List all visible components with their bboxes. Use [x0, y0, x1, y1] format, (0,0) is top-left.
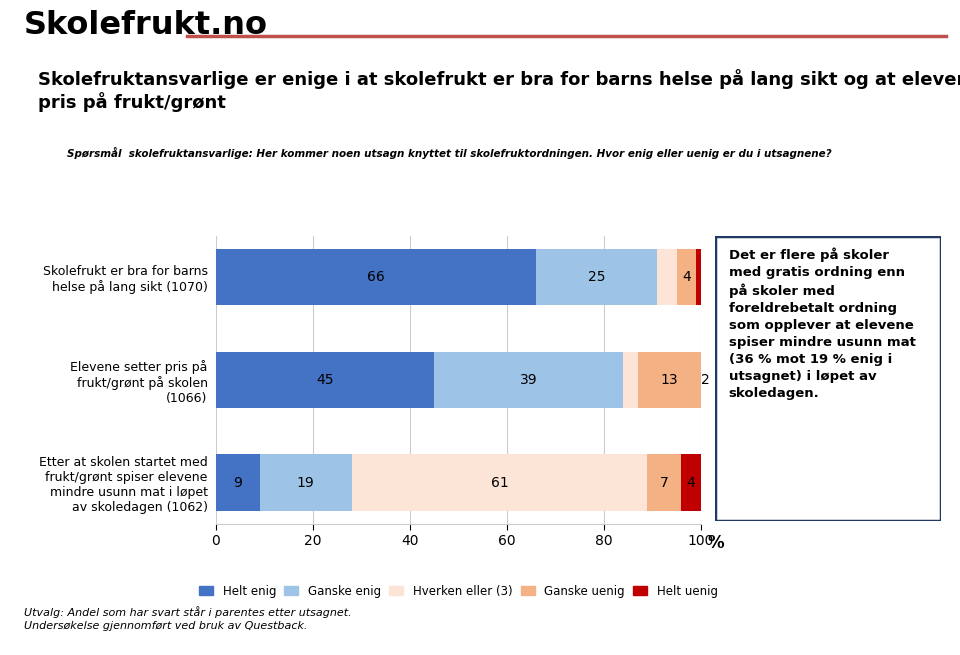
Text: 7: 7	[660, 476, 669, 490]
Bar	[216, 352, 434, 408]
Text: 13: 13	[660, 373, 678, 387]
Text: 9: 9	[233, 476, 242, 490]
Text: 39: 39	[520, 373, 538, 387]
Bar	[536, 249, 658, 305]
Bar	[637, 352, 701, 408]
FancyBboxPatch shape	[715, 236, 941, 521]
Text: 45: 45	[317, 373, 334, 387]
Text: Skolefruktansvarlige er enige i at skolefrukt er bra for barns helse på lang sik: Skolefruktansvarlige er enige i at skole…	[38, 69, 960, 112]
Text: Det er flere på skoler
med gratis ordning enn
på skoler med
foreldrebetalt ordni: Det er flere på skoler med gratis ordnin…	[729, 247, 916, 400]
Text: 25: 25	[588, 270, 606, 284]
Legend: Helt enig, Ganske enig, Hverken eller (3), Ganske uenig, Helt uenig: Helt enig, Ganske enig, Hverken eller (3…	[199, 585, 718, 597]
Bar	[351, 455, 647, 511]
Text: 4: 4	[682, 270, 690, 284]
Bar	[682, 455, 701, 511]
Text: 66: 66	[367, 270, 385, 284]
Bar	[216, 455, 259, 511]
Bar	[259, 455, 351, 511]
Text: 4: 4	[686, 476, 695, 490]
Bar	[677, 249, 696, 305]
Text: Utvalg: Andel som har svart står i parentes etter utsagnet.: Utvalg: Andel som har svart står i paren…	[24, 606, 351, 618]
Text: 61: 61	[491, 476, 509, 490]
Text: 2: 2	[701, 373, 710, 387]
Bar	[216, 249, 536, 305]
Bar	[623, 352, 637, 408]
Text: Undersøkelse gjennomført ved bruk av Questback.: Undersøkelse gjennomført ved bruk av Que…	[24, 621, 307, 631]
Bar	[658, 249, 677, 305]
Text: 19: 19	[297, 476, 315, 490]
Bar	[701, 352, 710, 408]
Text: %: %	[708, 534, 724, 552]
Bar	[647, 455, 682, 511]
Text: Skolefrukt.no: Skolefrukt.no	[24, 10, 268, 41]
Text: Spørsmål  skolefruktansvarlige: Her kommer noen utsagn knyttet til skolefruktord: Spørsmål skolefruktansvarlige: Her komme…	[67, 147, 831, 159]
Bar	[696, 249, 701, 305]
Bar	[434, 352, 623, 408]
